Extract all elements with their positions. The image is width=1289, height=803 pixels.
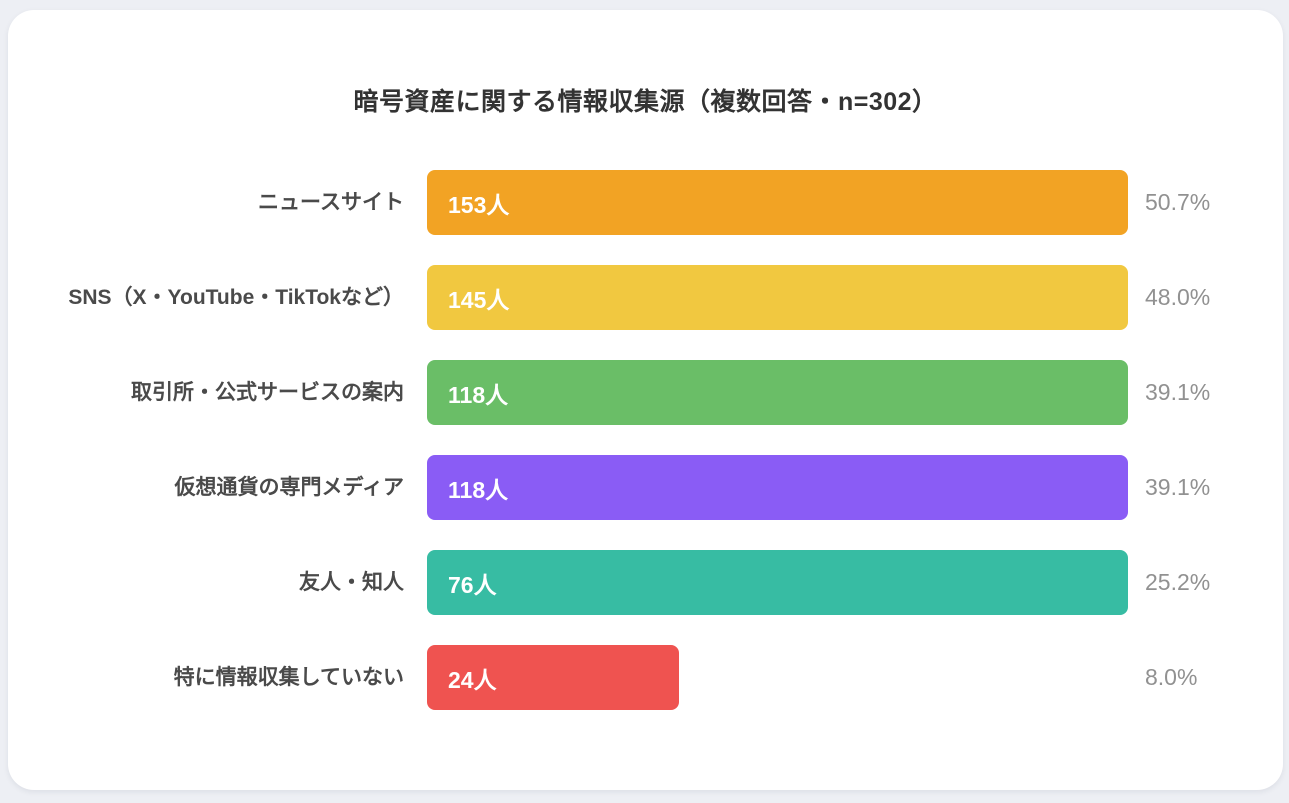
bar-percent-label: 39.1%	[1145, 474, 1211, 500]
bar: 118人	[427, 455, 1128, 520]
bar-value-label: 24人	[448, 666, 497, 693]
bar-row: 仮想通貨の専門メディア 118人 39.1%	[8, 455, 1283, 520]
bar-value-label: 145人	[448, 286, 510, 313]
bar-row: 取引所・公式サービスの案内 118人 39.1%	[8, 360, 1283, 425]
bar-category-label: 取引所・公式サービスの案内	[131, 380, 404, 404]
bar-percent-label: 25.2%	[1145, 569, 1211, 595]
bar-percent-label: 39.1%	[1145, 379, 1211, 405]
bar-rows: ニュースサイト 153人 50.7% SNS（X・YouTube・TikTokな…	[8, 170, 1283, 710]
bar: 76人	[427, 550, 1128, 615]
bar-value-label: 153人	[448, 191, 510, 218]
bar-category-label: ニュースサイト	[258, 190, 404, 214]
bar-category-label: 友人・知人	[299, 570, 404, 594]
bar-value-label: 76人	[448, 571, 497, 598]
bar-row: SNS（X・YouTube・TikTokなど） 145人 48.0%	[8, 265, 1283, 330]
bar: 153人	[427, 170, 1128, 235]
bar-row: ニュースサイト 153人 50.7%	[8, 170, 1283, 235]
bar-track: 118人	[427, 455, 1128, 520]
bar-category-label: SNS（X・YouTube・TikTokなど）	[68, 285, 404, 309]
chart-title: 暗号資産に関する情報収集源（複数回答・n=302）	[353, 88, 938, 116]
bar-track: 145人	[427, 265, 1128, 330]
bar-value-label: 118人	[448, 381, 509, 408]
bar-track: 24人	[427, 645, 1128, 710]
bar-track: 118人	[427, 360, 1128, 425]
bar-percent-label: 50.7%	[1145, 189, 1211, 215]
bar-row: 特に情報収集していない 24人 8.0%	[8, 645, 1283, 710]
bar: 145人	[427, 265, 1128, 330]
bar-track: 153人	[427, 170, 1128, 235]
bar-percent-label: 8.0%	[1145, 664, 1198, 690]
bar-category-label: 仮想通貨の専門メディア	[174, 475, 404, 499]
bar-percent-label: 48.0%	[1145, 284, 1211, 310]
bar-category-label: 特に情報収集していない	[173, 665, 404, 689]
bar-row: 友人・知人 76人 25.2%	[8, 550, 1283, 615]
bar: 24人	[427, 645, 680, 710]
chart-card: 暗号資産に関する情報収集源（複数回答・n=302） ニュースサイト 153人 5…	[8, 10, 1283, 790]
bar: 118人	[427, 360, 1128, 425]
bar-track: 76人	[427, 550, 1128, 615]
bar-value-label: 118人	[448, 476, 509, 503]
